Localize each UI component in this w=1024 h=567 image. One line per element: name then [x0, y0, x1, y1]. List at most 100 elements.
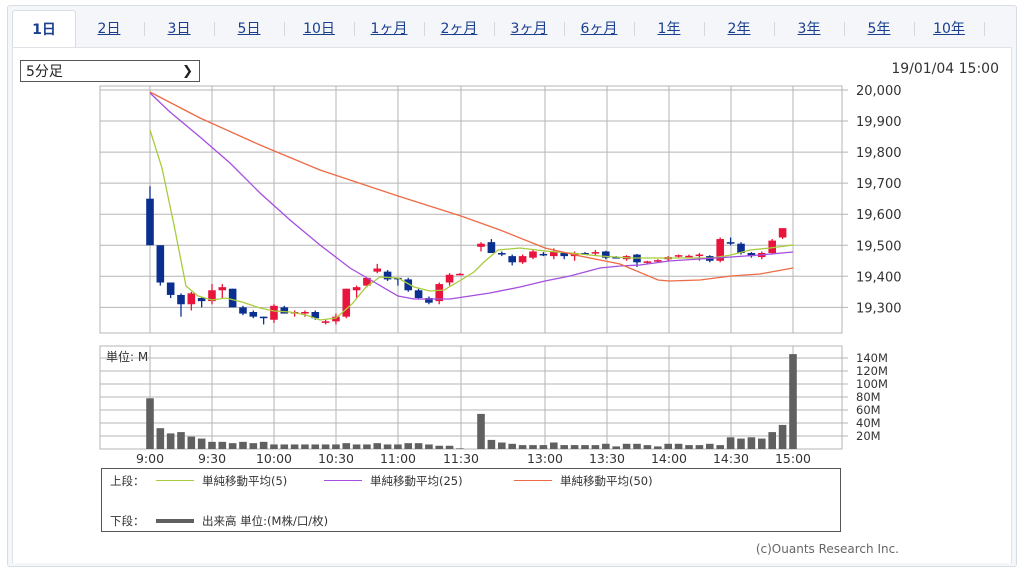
volume-bar — [187, 436, 196, 449]
volume-bar — [249, 443, 258, 449]
volume-bar — [373, 443, 382, 449]
candle-down — [581, 253, 589, 255]
copyright: (c)Ouants Research Inc. — [755, 542, 899, 556]
x-tick-label: 9:00 — [136, 451, 164, 466]
tab-separator — [494, 22, 495, 36]
candle-up — [218, 287, 227, 291]
volume-bar — [383, 444, 392, 449]
tab-5[interactable]: 10日 — [303, 21, 335, 37]
volume-bar — [498, 442, 506, 449]
volume-bar — [747, 437, 756, 449]
tab-4[interactable]: 5日 — [237, 21, 261, 37]
x-tick-label: 13:30 — [589, 451, 625, 466]
tab-11[interactable]: 2年 — [727, 21, 751, 37]
candle-up — [352, 287, 361, 291]
moving-average-line — [149, 129, 794, 321]
volume-tick-label: 40M — [856, 416, 881, 430]
volume-bar — [311, 444, 320, 449]
price-tick-label: 19,800 — [856, 146, 902, 161]
price-tick-label: 20,000 — [856, 84, 902, 99]
candle-up — [591, 252, 600, 254]
volume-bar — [352, 444, 361, 449]
volume-bar — [602, 443, 610, 449]
volume-bar — [197, 438, 206, 449]
chart-legend: 上段： 単純移動平均(5) 単純移動平均(25) 単純移動平均(50) 下段： … — [101, 468, 841, 532]
tab-3[interactable]: 3日 — [167, 21, 191, 37]
candle-up — [674, 255, 683, 257]
tab-7[interactable]: 2ヶ月 — [440, 21, 478, 37]
candle-down — [487, 242, 496, 254]
tab-6[interactable]: 1ヶ月 — [370, 21, 408, 37]
tab-12[interactable]: 3年 — [797, 21, 821, 37]
candle-up — [529, 251, 537, 258]
x-tick-label: 11:00 — [380, 451, 416, 466]
candle-down — [239, 307, 247, 314]
volume-bar — [654, 446, 662, 449]
tab-10[interactable]: 1年 — [657, 21, 681, 37]
candle-down — [508, 256, 516, 263]
candle-up — [363, 277, 371, 286]
volume-bar — [290, 444, 299, 449]
volume-bar — [685, 445, 693, 449]
volume-bar — [487, 439, 496, 449]
volume-bar — [633, 443, 641, 449]
price-tick-label: 19,300 — [856, 301, 902, 316]
x-tick-label: 11:30 — [443, 451, 479, 466]
chart-datetime: 19/01/04 15:00 — [891, 61, 999, 77]
candle-up — [373, 268, 382, 272]
candle-down — [197, 298, 206, 302]
ma5-line-icon — [156, 480, 194, 481]
candle-up — [270, 305, 278, 320]
volume-bar — [146, 398, 154, 449]
tab-8[interactable]: 3ヶ月 — [510, 21, 548, 37]
candle-down — [404, 279, 413, 291]
interval-select-value: 5分足 — [26, 64, 63, 80]
tab-separator — [914, 22, 915, 36]
candle-down — [539, 253, 548, 256]
candle-down — [177, 294, 185, 305]
candle-down — [414, 290, 423, 299]
tab-2[interactable]: 2日 — [97, 21, 121, 37]
legend-upper-label: 上段： — [110, 474, 145, 488]
tab-14[interactable]: 10年 — [933, 21, 965, 37]
x-tick-label: 15:00 — [775, 451, 811, 466]
candle-down — [249, 312, 258, 317]
volume-bar — [166, 433, 175, 449]
volume-bar — [321, 444, 330, 449]
price-tick-label: 19,600 — [856, 208, 902, 223]
candle-up — [187, 293, 196, 305]
volume-tick-label: 80M — [856, 390, 881, 404]
volume-bar — [477, 413, 485, 449]
volume-tick-label: 120M — [856, 364, 888, 378]
volume-bar — [425, 444, 433, 449]
candle-down — [602, 251, 610, 258]
volume-bar-icon — [156, 518, 194, 523]
tab-separator — [424, 22, 425, 36]
volume-bar — [280, 444, 289, 449]
volume-unit-label: 単位: M — [106, 349, 148, 364]
tab-1[interactable]: 1日 — [12, 10, 76, 49]
tab-13[interactable]: 5年 — [867, 21, 891, 37]
tab-separator — [844, 22, 845, 36]
x-tick-label: 10:00 — [256, 451, 292, 466]
candle-up — [456, 273, 464, 276]
volume-bar — [664, 443, 672, 449]
volume-bar — [768, 432, 776, 449]
volume-tick-label: 20M — [856, 429, 881, 443]
ma50-line-icon — [514, 480, 552, 481]
volume-tick-label: 140M — [856, 351, 888, 365]
legend-lower-label: 下段： — [110, 514, 145, 528]
volume-bar — [445, 445, 454, 449]
volume-bar — [394, 444, 402, 449]
candle-up — [445, 274, 454, 283]
period-tabs: 1日 2日 3日 5日 10日 1ヶ月 2ヶ月 3ヶ月 6ヶ月 1年 2年 3年 5年 10年 — [12, 10, 1012, 49]
tab-9[interactable]: 6ヶ月 — [580, 21, 618, 37]
candle-up — [208, 290, 216, 302]
candle-down — [259, 316, 268, 319]
price-tick-label: 19,400 — [856, 270, 902, 285]
volume-tick-label: 60M — [856, 403, 881, 417]
volume-bar — [716, 445, 724, 449]
interval-select[interactable]: 5分足 ❯ — [20, 60, 200, 82]
volume-bar — [643, 445, 652, 449]
volume-bar — [404, 443, 413, 449]
